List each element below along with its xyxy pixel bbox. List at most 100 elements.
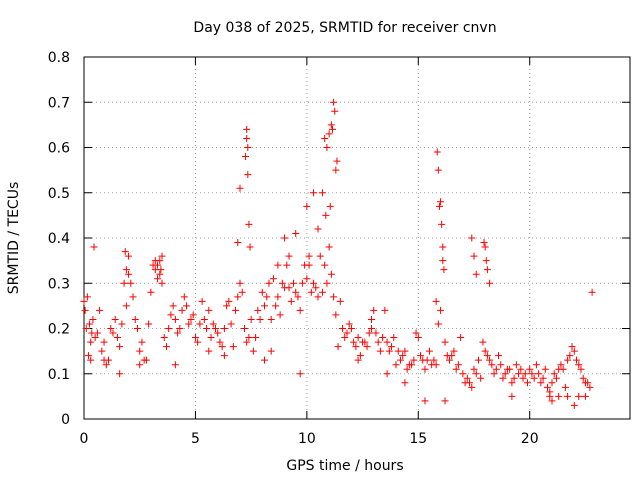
data-point <box>483 266 491 274</box>
data-point <box>120 279 128 287</box>
data-point <box>548 397 556 405</box>
data-point <box>254 306 262 314</box>
data-point <box>238 288 246 296</box>
data-point <box>544 383 552 391</box>
data-point <box>410 356 418 364</box>
data-point <box>287 297 295 305</box>
data-point <box>412 329 420 337</box>
data-point <box>403 365 411 373</box>
data-point <box>573 356 581 364</box>
x-axis-label: GPS time / hours <box>286 458 403 474</box>
data-point <box>167 311 175 319</box>
data-point <box>339 325 347 332</box>
data-point <box>158 252 166 260</box>
data-point <box>218 343 226 351</box>
data-point <box>122 302 130 310</box>
data-point <box>479 338 487 346</box>
data-point <box>200 315 208 323</box>
data-point <box>336 297 344 305</box>
data-point <box>310 279 318 287</box>
data-point <box>325 130 333 138</box>
data-point <box>109 329 117 337</box>
data-point <box>243 338 251 346</box>
data-point <box>575 392 583 400</box>
y-tick-label: 0.1 <box>48 367 70 383</box>
data-point <box>433 148 441 156</box>
data-point <box>474 356 482 364</box>
data-point <box>292 229 300 237</box>
data-point <box>432 297 440 305</box>
data-point <box>325 243 333 251</box>
data-point <box>492 365 500 373</box>
data-point <box>83 293 91 301</box>
data-point <box>561 383 569 391</box>
data-point <box>539 374 547 382</box>
data-point <box>354 356 362 364</box>
data-point <box>256 315 264 323</box>
data-point <box>156 257 164 265</box>
data-point <box>180 293 188 301</box>
data-point <box>314 225 322 233</box>
data-point <box>423 356 431 364</box>
data-point <box>80 297 88 305</box>
data-point <box>345 320 353 328</box>
data-point <box>292 288 300 296</box>
data-point <box>81 306 89 314</box>
data-point <box>463 374 471 382</box>
data-point <box>129 293 137 301</box>
data-point <box>154 275 162 283</box>
data-point <box>82 325 90 332</box>
data-point <box>439 257 447 265</box>
y-tick-label: 0.4 <box>48 231 70 247</box>
data-point <box>307 288 315 296</box>
data-point <box>333 157 341 165</box>
data-point <box>521 370 529 378</box>
data-point <box>466 379 474 387</box>
data-point <box>350 338 358 346</box>
data-point <box>535 370 543 378</box>
data-point <box>363 343 371 351</box>
data-point <box>394 347 402 355</box>
data-point <box>434 320 442 328</box>
data-point <box>87 338 95 346</box>
data-point <box>528 370 536 378</box>
data-point <box>165 325 173 332</box>
data-point <box>579 374 587 382</box>
data-point <box>564 392 572 400</box>
data-point <box>314 293 322 301</box>
data-point <box>243 125 251 133</box>
data-point <box>482 257 490 265</box>
data-point <box>452 365 460 373</box>
data-point <box>91 334 99 342</box>
data-point <box>546 392 554 400</box>
data-point <box>381 306 389 314</box>
y-tick-label: 0.8 <box>48 50 70 66</box>
data-point <box>216 338 224 346</box>
data-point <box>396 356 404 364</box>
data-point <box>183 302 191 310</box>
data-point <box>145 320 153 328</box>
data-point <box>532 361 540 369</box>
data-point <box>116 370 124 378</box>
data-point <box>232 306 240 314</box>
data-point <box>383 370 391 378</box>
data-point <box>176 325 184 332</box>
data-point <box>178 306 186 314</box>
data-point <box>486 279 494 287</box>
data-point <box>523 379 531 387</box>
data-point <box>470 365 478 373</box>
data-point <box>242 153 250 161</box>
data-point <box>530 374 538 382</box>
data-point <box>548 379 556 387</box>
data-point <box>472 270 480 278</box>
data-point <box>367 325 375 332</box>
data-point <box>118 320 126 328</box>
data-point <box>174 329 182 337</box>
data-point <box>229 343 237 351</box>
data-point <box>356 352 364 360</box>
data-point <box>162 343 170 351</box>
data-point <box>171 315 179 323</box>
data-point <box>289 279 297 287</box>
data-point <box>100 356 108 364</box>
